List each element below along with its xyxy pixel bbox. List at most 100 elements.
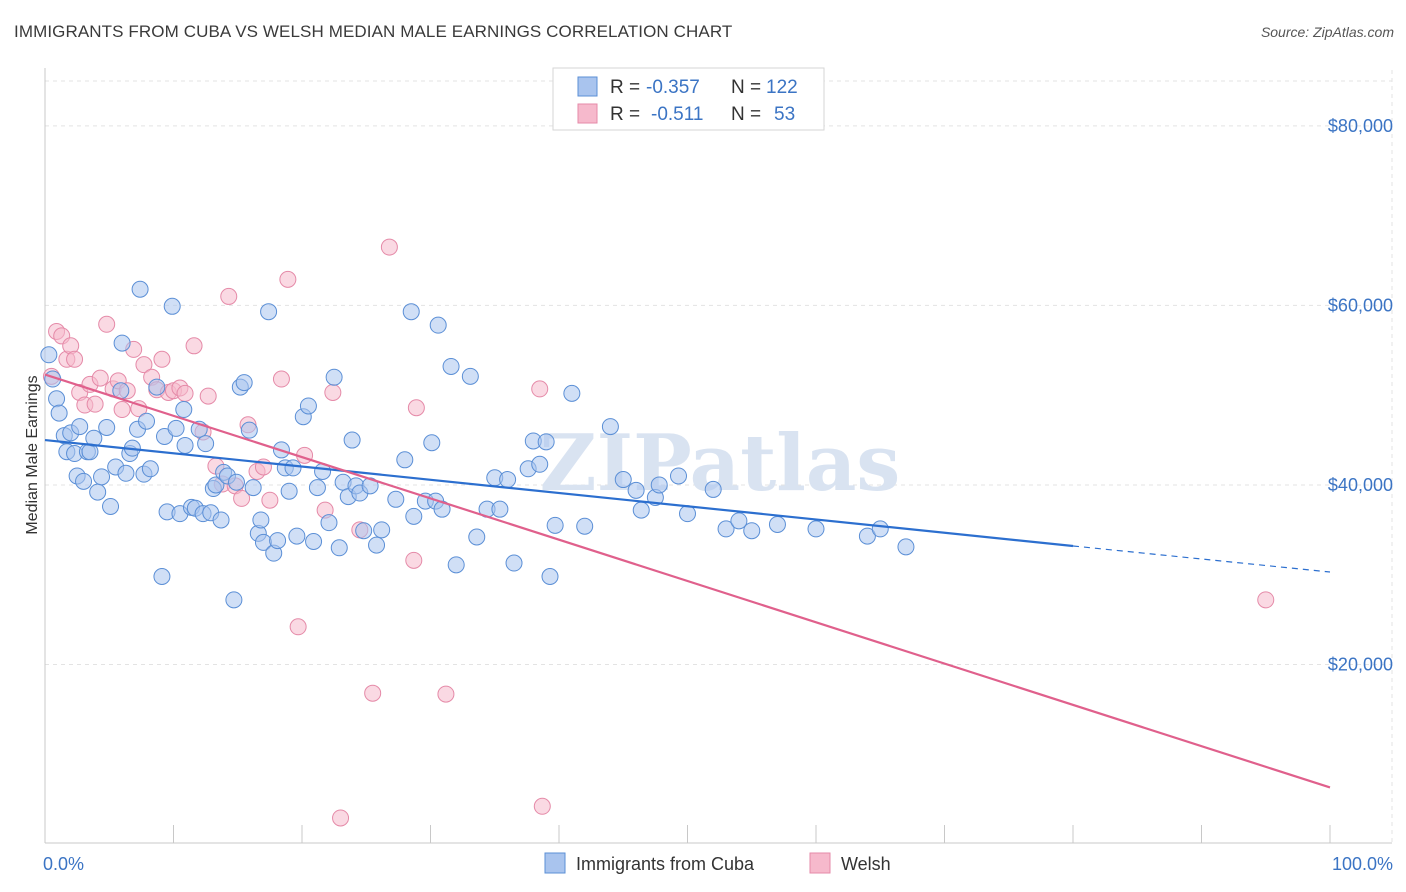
cuba-point xyxy=(541,568,559,586)
welsh-point xyxy=(279,270,297,288)
cuba-point xyxy=(897,538,915,556)
cuba-point xyxy=(288,527,306,545)
welsh-point xyxy=(437,685,455,703)
y-tick-labels: $20,000 $40,000 $60,000 $80,000 xyxy=(1328,116,1393,675)
cuba-point xyxy=(679,505,696,523)
welsh-point xyxy=(199,387,217,405)
cuba-point xyxy=(284,459,302,477)
cuba-point xyxy=(308,479,326,497)
cuba-point xyxy=(468,528,486,546)
cuba-point xyxy=(627,481,645,499)
legend-box: R = -0.357 N = 122 R = -0.511 N = 53 xyxy=(552,67,825,131)
y-tick-label: $40,000 xyxy=(1328,475,1393,495)
cuba-point xyxy=(244,479,262,497)
cuba-point xyxy=(355,522,373,540)
cuba-point xyxy=(396,451,414,469)
bottom-legend: Immigrants from Cuba Welsh xyxy=(544,852,891,874)
chart-title: IMMIGRANTS FROM CUBA VS WELSH MEDIAN MAL… xyxy=(14,22,733,41)
welsh-point xyxy=(135,356,153,374)
welsh-point xyxy=(332,809,350,827)
cuba-point xyxy=(576,517,594,535)
cuba-point xyxy=(499,471,517,489)
welsh-point xyxy=(233,489,251,507)
welsh-point xyxy=(324,383,342,401)
bottom-legend-welsh: Welsh xyxy=(841,854,891,874)
cuba-point xyxy=(871,520,889,538)
y-tick-label: $20,000 xyxy=(1328,654,1393,674)
cuba-point xyxy=(240,421,258,439)
cuba-point xyxy=(601,418,619,436)
cuba-point xyxy=(491,500,509,518)
cuba-trend-line xyxy=(44,438,1074,548)
welsh-point xyxy=(113,401,131,419)
cuba-point xyxy=(269,532,287,550)
welsh-point xyxy=(407,399,425,417)
welsh-point xyxy=(91,369,109,387)
cuba-point xyxy=(505,554,523,572)
y-axis-label: Median Male Earnings xyxy=(24,375,41,534)
cuba-point xyxy=(402,303,420,321)
cuba-point xyxy=(98,418,116,436)
welsh-point xyxy=(153,350,171,368)
cuba-point xyxy=(175,401,193,419)
welsh-point xyxy=(130,400,148,418)
cuba-point xyxy=(260,303,278,321)
legend-n-label-1: N = xyxy=(731,77,761,98)
cuba-point xyxy=(138,412,156,430)
cuba-point xyxy=(117,464,135,482)
watermark-text: ZIPatlas xyxy=(540,418,901,509)
welsh-point xyxy=(185,337,203,355)
welsh-point xyxy=(380,238,398,256)
welsh-point xyxy=(531,380,549,398)
legend-r-label-1: R = xyxy=(610,77,640,98)
cuba-point xyxy=(156,427,174,445)
source-label: Source: ZipAtlas.com xyxy=(1260,24,1394,40)
cuba-point xyxy=(730,512,748,530)
cuba-point xyxy=(163,297,181,315)
welsh-point xyxy=(405,551,423,569)
trend-lines xyxy=(44,373,1331,789)
cuba-point xyxy=(48,390,66,408)
cuba-point xyxy=(531,455,549,473)
cuba-point xyxy=(102,497,120,515)
welsh-point xyxy=(261,491,279,509)
legend-n-value-1: 122 xyxy=(766,77,798,98)
cuba-point xyxy=(305,532,323,550)
cuba-point xyxy=(325,368,343,386)
cuba-point xyxy=(650,476,668,494)
cuba-point xyxy=(299,397,317,415)
cuba-point xyxy=(361,477,379,495)
legend-n-value-2: 53 xyxy=(774,104,795,125)
bottom-legend-blue-swatch xyxy=(544,852,566,874)
welsh-point xyxy=(98,315,116,333)
welsh-point xyxy=(86,395,104,413)
cuba-point xyxy=(93,468,111,486)
cuba-point xyxy=(743,522,761,540)
y-tick-label: $60,000 xyxy=(1328,295,1393,315)
cuba-point xyxy=(207,476,225,494)
welsh-point xyxy=(220,287,238,305)
cuba-point xyxy=(429,316,447,334)
cuba-point xyxy=(563,384,581,402)
cuba-point xyxy=(141,460,159,478)
cuba-points xyxy=(40,280,915,609)
cuba-point xyxy=(40,346,58,364)
cuba-point xyxy=(75,472,93,490)
cuba-point xyxy=(373,521,391,539)
cuba-point xyxy=(537,433,555,451)
welsh-point xyxy=(289,618,307,636)
cuba-point xyxy=(280,482,298,500)
cuba-point xyxy=(614,471,632,489)
cuba-point xyxy=(670,467,688,485)
legend-pink-swatch xyxy=(577,103,598,124)
cuba-point xyxy=(717,520,735,538)
bottom-legend-cuba: Immigrants from Cuba xyxy=(576,854,755,874)
cuba-point xyxy=(632,501,650,519)
cuba-point xyxy=(442,357,460,375)
axes xyxy=(44,68,1392,844)
y-tick-label: $80,000 xyxy=(1328,116,1393,136)
x-tick-label-start: 0.0% xyxy=(43,854,84,874)
x-tick-label-end: 100.0% xyxy=(1332,854,1393,874)
x-tick-labels: 0.0% 100.0% xyxy=(43,854,1393,874)
